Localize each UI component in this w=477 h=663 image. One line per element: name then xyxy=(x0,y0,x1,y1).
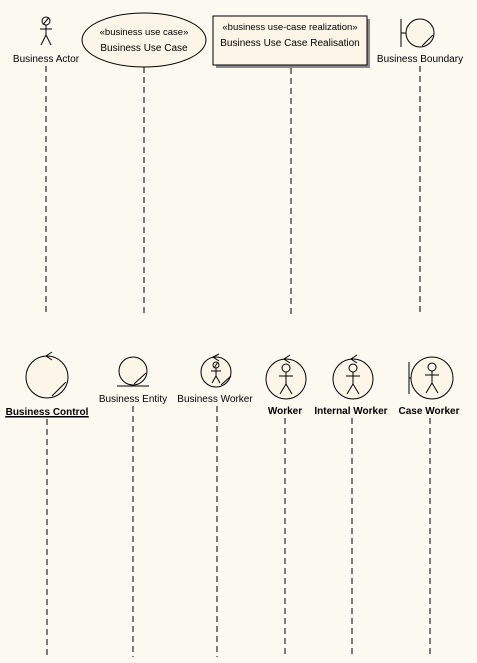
lifeline-label: Internal Worker xyxy=(314,406,387,417)
lifeline-label: Business Worker xyxy=(177,394,253,405)
business-actor-icon xyxy=(40,16,52,46)
lifeline-label: Business Control xyxy=(6,407,89,418)
realization-box xyxy=(212,15,368,66)
business-boundary-icon xyxy=(400,18,435,48)
lifeline-label: Case Worker xyxy=(399,406,460,417)
lifeline-case-worker[interactable]: Case Worker xyxy=(399,356,460,657)
lifeline-business-worker[interactable]: Business Worker xyxy=(177,353,253,657)
lifeline-business-use-case[interactable]: «business use case» Business Use Case xyxy=(81,12,207,314)
case-worker-icon xyxy=(408,356,454,400)
lifeline-label: Worker xyxy=(268,406,302,417)
lifeline-internal-worker[interactable]: Internal Worker xyxy=(314,354,388,657)
stereotype-label: «business use case» xyxy=(100,27,189,38)
lifeline-label: Business Use Case Realisation xyxy=(220,38,360,49)
business-worker-icon xyxy=(200,353,232,388)
lifeline-business-boundary[interactable]: Business Boundary xyxy=(377,18,463,314)
lifeline-business-actor[interactable]: Business Actor xyxy=(13,16,80,314)
lifeline-label: Business Actor xyxy=(13,54,80,65)
internal-worker-icon xyxy=(332,354,374,400)
lifeline-business-use-case-realisation[interactable]: «business use-case realization» Business… xyxy=(212,15,370,314)
use-case-ellipse xyxy=(81,12,207,68)
worker-icon xyxy=(265,354,307,400)
lifeline-label: Business Use Case xyxy=(100,43,188,54)
business-entity-icon xyxy=(117,356,149,387)
lifeline-label: Business Entity xyxy=(99,394,167,405)
stereotype-label: «business use-case realization» xyxy=(222,22,357,33)
lifeline-worker[interactable]: Worker xyxy=(265,354,307,657)
business-control-icon xyxy=(25,351,69,399)
lifeline-business-control[interactable]: Business Control xyxy=(5,351,89,657)
lifeline-business-entity[interactable]: Business Entity xyxy=(99,356,167,657)
lifeline-label: Business Boundary xyxy=(377,54,463,65)
